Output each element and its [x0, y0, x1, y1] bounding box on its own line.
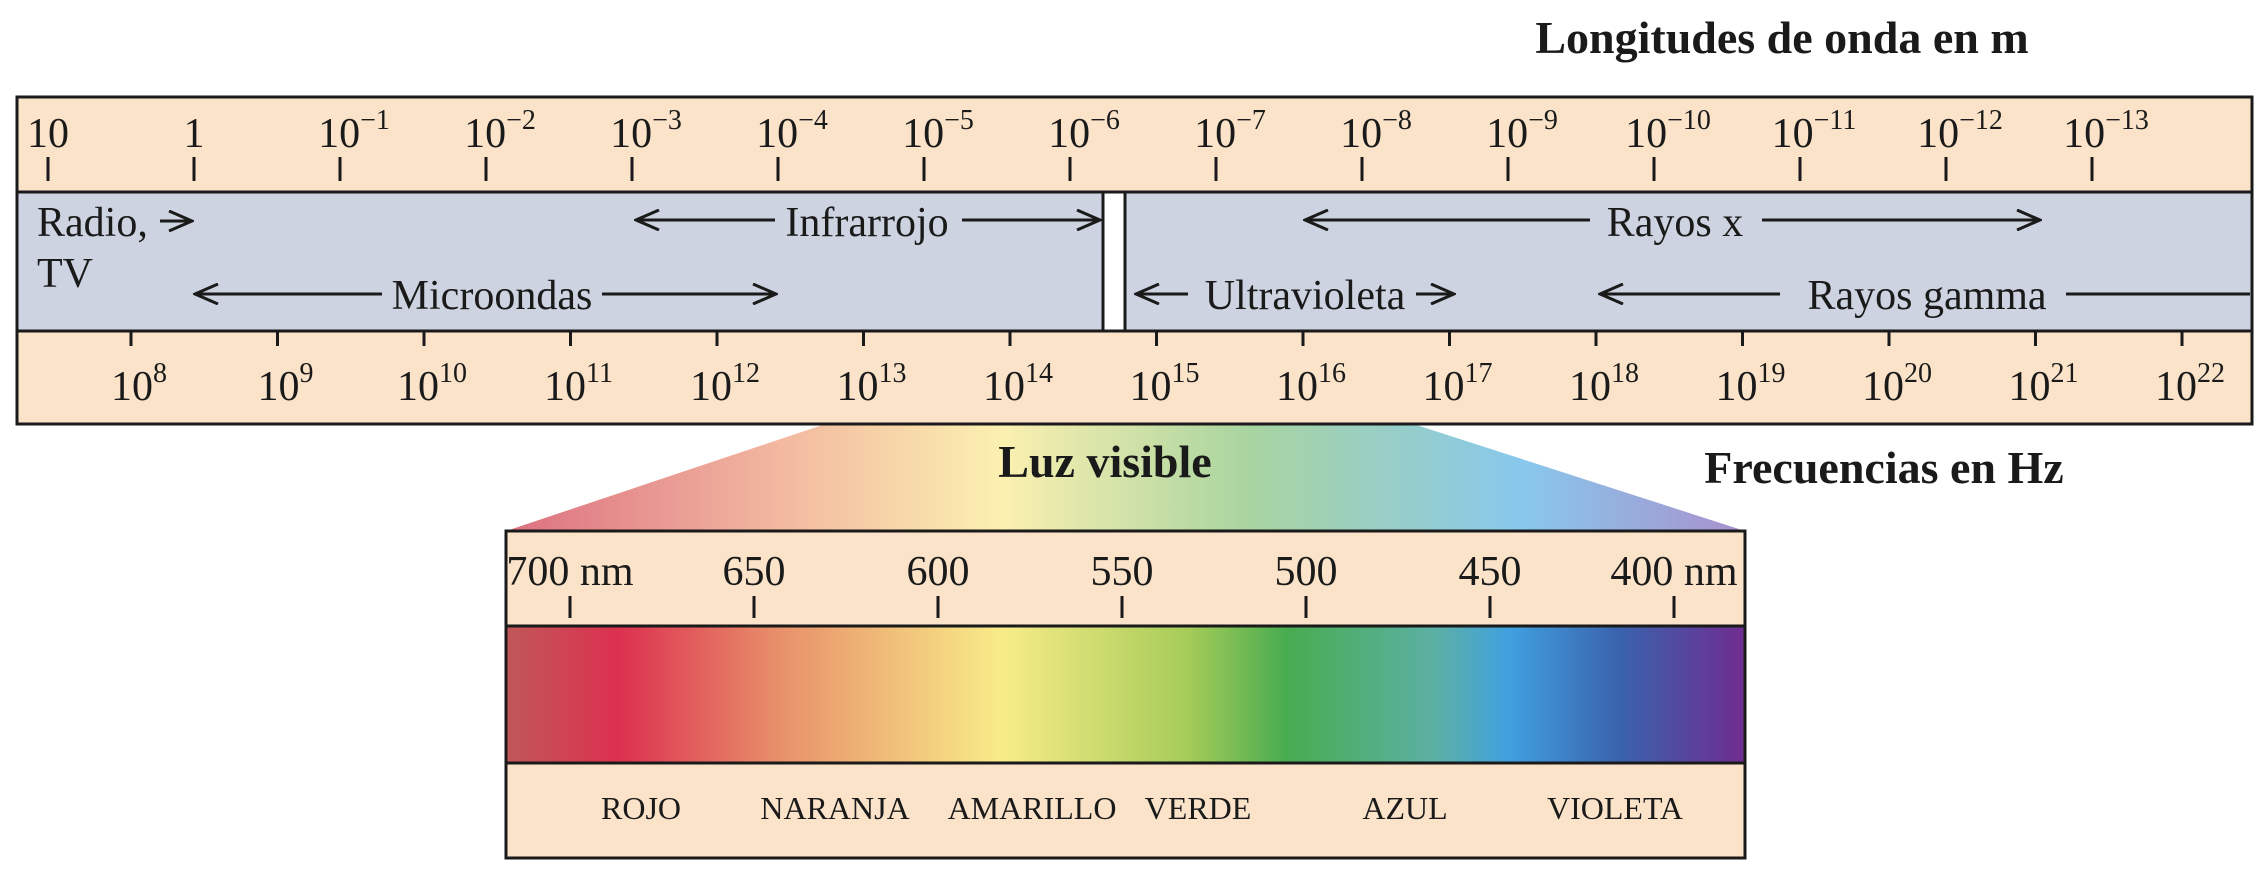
- frequency-tick-label: 1012: [690, 358, 760, 410]
- frequency-tick-label: 1013: [837, 358, 907, 410]
- wavelength-tick-label: 10−1: [318, 105, 390, 157]
- microwaves-label: Microondas: [392, 273, 593, 319]
- xrays-label: Rayos x: [1607, 200, 1744, 246]
- frequency-tick-label: 1021: [2009, 358, 2079, 410]
- wavelength-tick-label: 10−11: [1772, 105, 1857, 157]
- region-band: [17, 192, 2252, 331]
- color-names: ROJO NARANJA AMARILLO VERDE AZUL VIOLETA: [601, 790, 1683, 826]
- frequency-tick-label: 108: [111, 358, 167, 410]
- color-name-band: [506, 763, 1745, 858]
- spectrum-border: [15, 95, 2254, 426]
- visible-light-cone: [506, 331, 1745, 531]
- wavelength-tick-label: 10: [27, 111, 69, 157]
- frequency-tick-label: 1011: [544, 358, 613, 410]
- wavelength-title: Longitudes de onda en m: [1535, 12, 2028, 63]
- wavelength-tick-label: 10−6: [1048, 105, 1120, 157]
- color-name-label: AMARILLO: [948, 790, 1117, 826]
- frequency-tick-label: 1020: [1862, 358, 1932, 410]
- frequency-band: [17, 331, 2252, 424]
- radio-tv-label-line1: Radio,: [37, 200, 148, 246]
- frequency-tick-label: 1015: [1130, 358, 1200, 410]
- frequency-tick-label: 1022: [2155, 358, 2225, 410]
- frequency-tick-label: 1014: [983, 358, 1053, 410]
- visible-tick-label: 550: [1091, 549, 1154, 595]
- wavelength-tick-label: 10−13: [2063, 105, 2149, 157]
- wavelength-tick-label: 10−8: [1340, 105, 1412, 157]
- wavelength-tick-label: 10−10: [1625, 105, 1711, 157]
- visible-wavelength-axis: 700 nm 650 600 550 500 450 400 nm: [506, 549, 1738, 618]
- gamma-label: Rayos gamma: [1807, 273, 2046, 319]
- visible-tick-label: 700 nm: [506, 549, 634, 595]
- wavelength-tick-label: 10−2: [464, 105, 536, 157]
- color-name-label: AZUL: [1362, 790, 1447, 826]
- wavelength-tick-label: 10−9: [1486, 105, 1558, 157]
- wavelength-band: [17, 97, 2252, 192]
- frequency-tick-label: 1018: [1569, 358, 1639, 410]
- frequency-title: Frecuencias en Hz: [1704, 442, 2063, 493]
- wavelength-tick-label: 10−7: [1194, 105, 1266, 157]
- visible-light-title: Luz visible: [998, 436, 1211, 487]
- visible-tick-label: 500: [1275, 549, 1338, 595]
- color-name-label: VIOLETA: [1547, 790, 1683, 826]
- frequency-tick-label: 1016: [1276, 358, 1346, 410]
- frequency-tick-label: 1019: [1716, 358, 1786, 410]
- visible-color-spectrum: [506, 626, 1745, 763]
- ultraviolet-label: Ultravioleta: [1205, 273, 1406, 319]
- wavelength-tick-label: 10−4: [756, 105, 828, 157]
- infrared-label: Infrarrojo: [785, 200, 948, 246]
- wavelength-axis: 10 1 10−1 10−2 10−3 10−4 10−5 10−6 10−7 10−8 10−9 1…: [27, 105, 2149, 181]
- frequency-axis: 108 109 1010 1011 1012 1013 1014 1015 1016 1017 10…: [111, 331, 2225, 410]
- visible-tick-label: 400 nm: [1610, 549, 1738, 595]
- color-name-label: NARANJA: [760, 790, 909, 826]
- wavelength-tick-label: 10−3: [610, 105, 682, 157]
- visible-wavelength-band: [506, 531, 1745, 626]
- visible-tick-label: 600: [907, 549, 970, 595]
- frequency-tick-label: 1010: [397, 358, 467, 410]
- wavelength-tick-label: 1: [184, 111, 205, 157]
- visible-tick-label: 650: [723, 549, 786, 595]
- visible-panel-border: [504, 529, 1747, 860]
- radio-tv-label-line2: TV: [37, 251, 93, 297]
- frequency-tick-label: 1017: [1423, 358, 1493, 410]
- color-name-label: ROJO: [601, 790, 681, 826]
- visible-gap: [1101, 190, 1127, 333]
- frequency-tick-label: 109: [258, 358, 314, 410]
- visible-tick-label: 450: [1459, 549, 1522, 595]
- color-name-label: VERDE: [1145, 790, 1252, 826]
- wavelength-tick-label: 10−5: [902, 105, 974, 157]
- wavelength-tick-label: 10−12: [1917, 105, 2003, 157]
